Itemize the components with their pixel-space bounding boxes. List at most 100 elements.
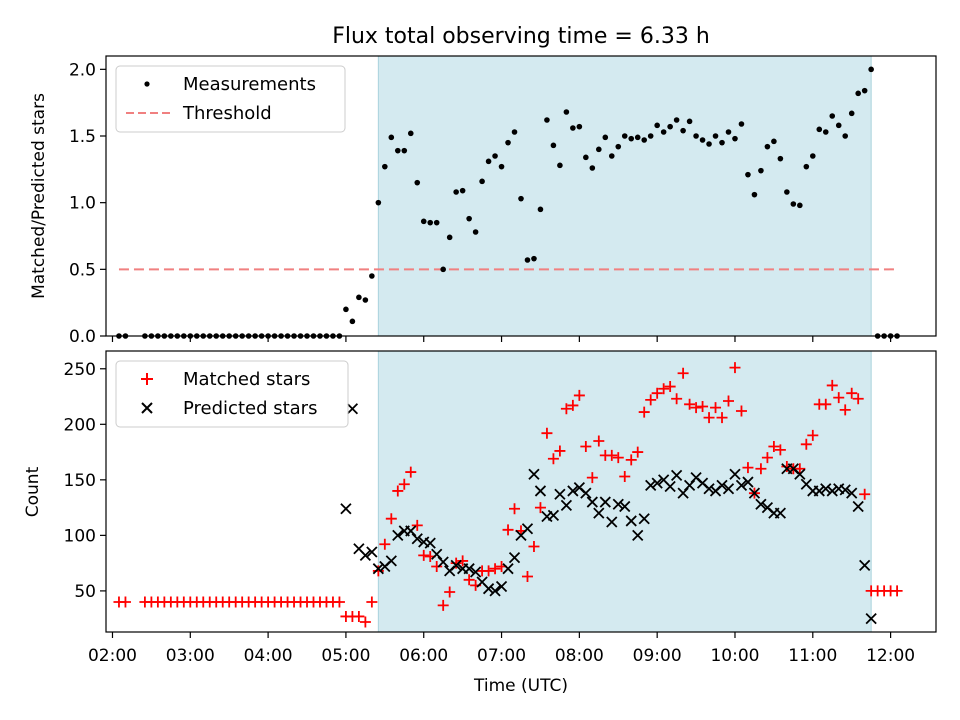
matched-star-point: [586, 472, 598, 484]
measurement-point: [784, 189, 790, 195]
matched-star-point: [846, 387, 858, 399]
measurement-point: [485, 158, 492, 165]
predicted-star-point: [683, 479, 696, 492]
measurement-point: [829, 113, 836, 119]
predicted-stars-series: [340, 403, 877, 625]
predicted-star-point: [469, 566, 482, 578]
predicted-star-point: [580, 487, 592, 499]
matched-star-point: [820, 398, 832, 410]
chart-title: Flux total observing time = 6.33 h: [332, 24, 710, 49]
matched-star-point: [483, 565, 495, 577]
legend-label-measurements: Measurements: [183, 74, 316, 95]
measurement-point: [822, 129, 829, 135]
bottom-legend: Matched stars Predicted stars: [115, 360, 349, 428]
matched-star-point: [839, 404, 851, 416]
measurement-point: [719, 139, 725, 146]
measurement-point: [861, 87, 868, 94]
matched-star-point: [567, 399, 579, 411]
measurement-point: [797, 202, 803, 209]
measurement-point: [738, 121, 745, 127]
measurement-point: [764, 143, 771, 150]
matched-star-point: [833, 392, 845, 404]
measurement-point: [433, 219, 440, 226]
measurement-point: [634, 134, 641, 141]
top-legend-box: [115, 65, 346, 133]
predicted-star-point: [392, 529, 404, 542]
predicted-star-point: [534, 485, 547, 497]
measurement-point: [531, 255, 537, 262]
matched-star-point: [671, 393, 683, 405]
predicted-star-point: [372, 563, 384, 575]
matched-star-point: [729, 362, 741, 374]
legend-label-predicted-stars: Predicted stars: [183, 398, 317, 419]
predicted-star-point: [508, 551, 521, 564]
matched-star-point: [463, 574, 475, 586]
matched-star-point: [534, 502, 546, 514]
bottom-legend-box: [115, 360, 349, 428]
matched-star-point: [684, 398, 696, 410]
predicted-star-point: [463, 563, 475, 575]
measurement-point: [589, 165, 596, 171]
measurement-point: [362, 297, 369, 303]
predicted-star-point: [521, 523, 534, 535]
measurement-point: [349, 318, 356, 325]
measurement-point: [680, 127, 686, 134]
measurement-point: [835, 122, 842, 129]
measurement-point: [693, 133, 699, 139]
predicted-star-point: [359, 549, 372, 562]
matched-star-point: [703, 412, 715, 424]
matched-star-point: [645, 394, 657, 406]
matched-star-point: [807, 429, 819, 441]
predicted-star-point: [340, 503, 352, 515]
measurement-point: [777, 155, 784, 162]
predicted-star-point: [424, 537, 436, 549]
measurement-point: [712, 133, 719, 139]
y-tick-label: 250: [64, 360, 96, 380]
measurement-point: [706, 141, 712, 147]
measurement-point: [343, 306, 349, 313]
matched-star-point: [761, 452, 773, 464]
measurement-point: [472, 229, 479, 235]
predicted-star-point: [385, 555, 397, 567]
predicted-star-point: [813, 485, 825, 497]
bottom-shaded-region: [377, 350, 872, 633]
measurement-point: [803, 163, 810, 170]
predicted-star-point: [619, 500, 631, 513]
predicted-star-point: [664, 480, 676, 493]
bottom-plot-frame: [105, 350, 937, 633]
predicted-star-point: [729, 468, 741, 480]
top-y-axis: 0.0 0.5 1.0 1.5 2.0: [69, 60, 106, 347]
predicted-star-point: [625, 515, 637, 527]
measurement-point: [375, 199, 382, 206]
measurement-point: [498, 163, 505, 170]
measurement-point: [420, 218, 427, 225]
measurement-point: [407, 130, 414, 137]
matched-star-point: [359, 616, 371, 628]
predicted-star-point: [528, 468, 540, 480]
measurement-point: [641, 137, 648, 143]
matched-star-point: [800, 438, 812, 450]
matched-star-point: [372, 565, 384, 577]
x-tick-label: 10:00: [710, 646, 759, 666]
measurement-point: [388, 134, 395, 141]
matched-star-point: [638, 406, 650, 418]
predicted-star-point: [502, 563, 514, 575]
matched-star-point: [385, 513, 397, 525]
predicted-star-point: [742, 476, 754, 488]
predicted-star-point: [839, 484, 851, 496]
matched-star-point: [450, 557, 462, 569]
measurement-point: [479, 178, 485, 185]
matched-star-point: [658, 383, 670, 395]
measurement-point: [628, 135, 635, 142]
matched-star-point: [418, 549, 430, 561]
measurement-point: [868, 66, 874, 73]
matched-star-point: [826, 379, 838, 391]
predicted-star-point: [722, 483, 735, 495]
matched-star-point: [457, 555, 469, 567]
matched-star-point: [859, 488, 871, 500]
measurement-point: [647, 133, 654, 139]
predicted-star-point: [482, 583, 495, 595]
matched-star-point: [366, 596, 378, 608]
predicted-star-point: [547, 509, 560, 522]
